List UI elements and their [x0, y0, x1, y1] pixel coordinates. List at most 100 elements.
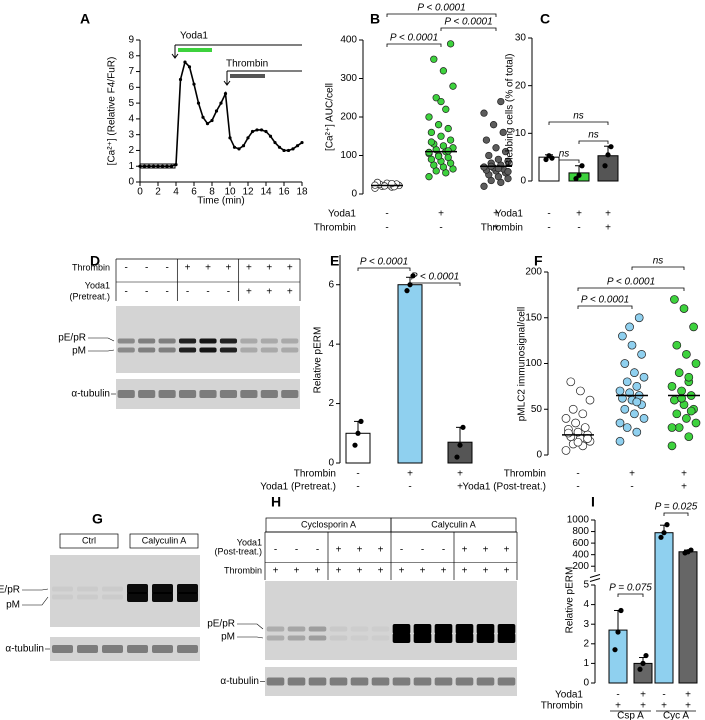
loading-label: α-tubulin: [71, 389, 110, 400]
row-value: +: [504, 545, 510, 556]
row-value: +: [504, 566, 510, 577]
y-tick-label: 2: [128, 145, 134, 156]
trace-point: [228, 136, 232, 140]
band: [351, 636, 369, 641]
x-tick-label: 6: [191, 187, 197, 198]
y-tick-label: 2: [328, 398, 334, 409]
row-value: +: [266, 263, 272, 274]
row-value: +: [266, 287, 272, 298]
band: [219, 347, 238, 353]
trace-point: [259, 128, 264, 132]
row-value: -: [400, 545, 403, 556]
row-value: +: [483, 545, 489, 556]
panel-letter: E: [330, 253, 339, 269]
bar: [345, 432, 371, 464]
band: [350, 677, 369, 686]
data-point: [620, 404, 630, 414]
panel-letter: A: [80, 11, 90, 27]
data-point: [427, 138, 436, 146]
group-label: Cyc A: [663, 711, 689, 720]
band: [138, 338, 156, 344]
band: [158, 338, 176, 344]
band: [392, 624, 411, 634]
band: [177, 645, 198, 653]
band: [178, 338, 197, 344]
condition-value: -: [547, 223, 550, 234]
band: [177, 584, 198, 594]
condition-label: Yoda1 (Pretreat.): [260, 482, 336, 493]
data-point: [579, 163, 585, 169]
y-tick-label: 1: [128, 161, 134, 172]
row-value: +: [336, 545, 342, 556]
data-point: [674, 368, 684, 377]
data-point: [355, 430, 361, 436]
data-point: [566, 377, 576, 387]
y-tick-label: 3: [583, 619, 589, 630]
blot: [50, 555, 200, 627]
data-point: [489, 121, 498, 129]
data-point: [504, 157, 512, 165]
condition-value: +: [685, 690, 691, 701]
data-point: [460, 424, 466, 430]
trace-point: [196, 101, 201, 105]
band: [455, 624, 474, 634]
row-value: -: [442, 545, 445, 556]
trace-point: [169, 164, 174, 168]
band: [287, 626, 306, 632]
row-value: +: [185, 263, 191, 274]
y-tick-label: 200: [572, 561, 589, 572]
data-point: [568, 404, 578, 414]
significance-label: ns: [559, 149, 570, 160]
data-point: [410, 273, 416, 279]
annotation: Yoda1: [180, 31, 208, 42]
trace-point: [282, 148, 286, 153]
row-value: +: [462, 545, 468, 556]
data-point: [661, 530, 667, 536]
data-point: [664, 522, 670, 528]
band: [266, 626, 285, 632]
band: [199, 390, 217, 398]
blot-header: Calyculin A: [142, 535, 187, 545]
y-tick-label: 8: [128, 50, 134, 61]
y-tick-label: 0: [128, 177, 134, 188]
significance-label: P < 0.0001: [390, 33, 438, 44]
data-point: [639, 414, 649, 423]
blot-header: Calyculin A: [431, 519, 476, 529]
band: [497, 633, 516, 643]
significance-label: P < 0.0001: [360, 257, 408, 268]
data-point: [643, 652, 649, 659]
data-point: [605, 152, 611, 158]
row-value: +: [287, 263, 293, 274]
trace-point: [210, 118, 214, 123]
row-value: +: [315, 566, 321, 577]
condition-label: Thrombin: [294, 469, 336, 480]
trace-point: [232, 145, 237, 149]
data-point: [482, 136, 491, 144]
significance-bracket: [386, 13, 497, 17]
data-point: [434, 152, 443, 160]
y-tick-label: 10: [515, 128, 527, 139]
data-point: [670, 295, 679, 304]
row-value: -: [125, 263, 128, 274]
data-point: [576, 172, 582, 178]
band: [127, 592, 148, 602]
data-point: [492, 144, 500, 152]
band: [102, 586, 123, 592]
data-point: [543, 156, 549, 163]
y-axis-label: [Ca²⁺] (Relative F4/FuR): [107, 57, 118, 166]
loading-label: α-tubulin: [220, 676, 259, 687]
band: [308, 635, 327, 641]
data-point: [615, 386, 625, 396]
data-point: [634, 313, 644, 323]
data-point: [504, 168, 512, 176]
y-tick-label: 1: [583, 658, 589, 669]
condition-value: -: [547, 209, 550, 220]
data-point: [618, 331, 627, 341]
condition-value: +: [605, 209, 611, 220]
band: [329, 626, 348, 632]
data-point: [667, 382, 677, 391]
row-value: +: [378, 545, 384, 556]
band: [392, 633, 411, 643]
y-tick-label: 300: [340, 73, 357, 84]
data-point: [632, 427, 642, 437]
